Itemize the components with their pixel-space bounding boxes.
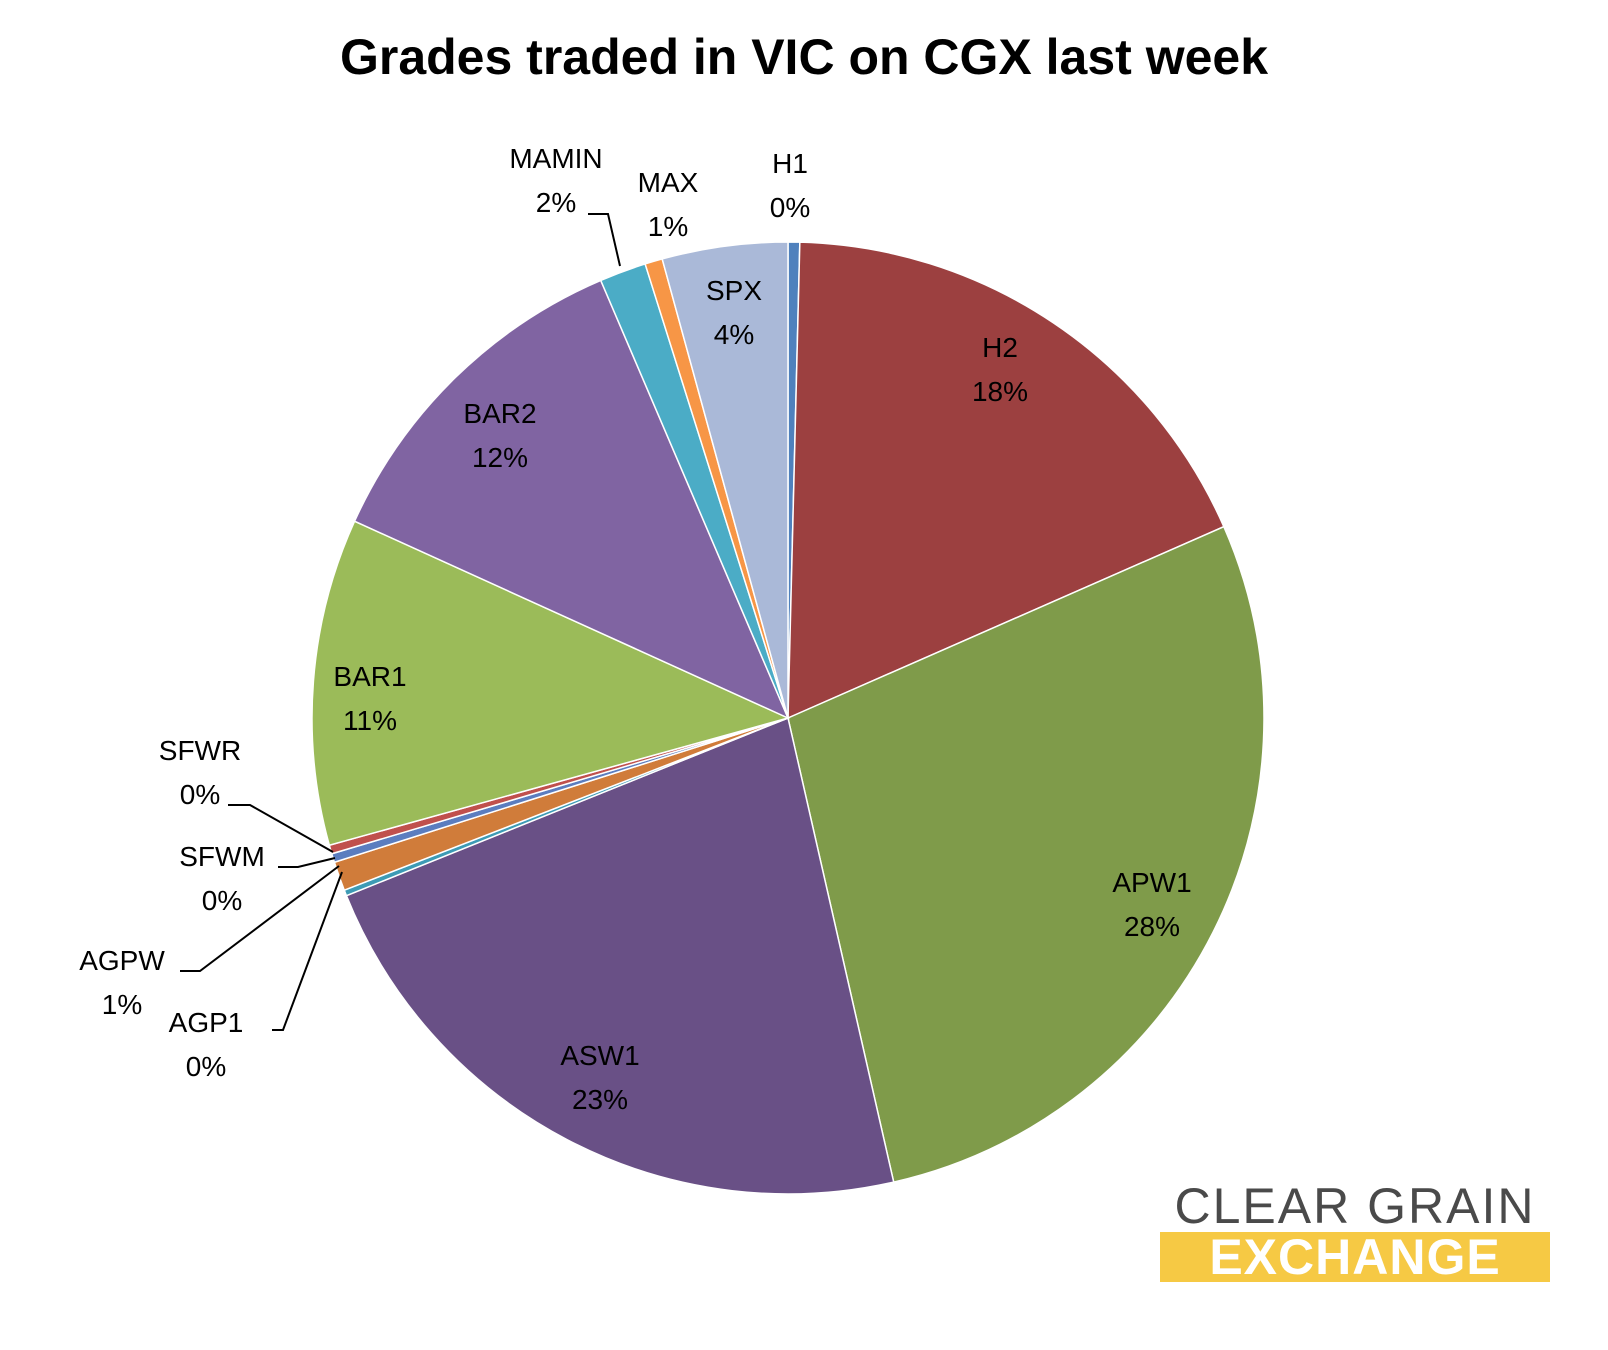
slice-label-agp1: AGP1 0% [169,1007,244,1082]
leader-line-agpw [180,865,340,972]
leader-lines [180,213,621,1031]
slice-label-bar2: BAR2 12% [463,398,536,473]
leader-line-sfwr [228,804,334,853]
clear-grain-exchange-logo: CLEAR GRAIN EXCHANGE [1160,1180,1550,1282]
pie-slice-apw1 [787,525,1265,1184]
pie-slice-bar1 [311,520,791,847]
logo-line-1: CLEAR GRAIN [1174,1178,1536,1234]
slice-label-max: MAX 1% [638,167,699,242]
slice-label-asw1: ASW1 23% [560,1040,639,1115]
leader-line-agp1 [272,871,343,1031]
slice-label-h2: H2 18% [972,332,1028,407]
pie-slice-bar2 [353,279,790,720]
chart-title: Grades traded in VIC on CGX last week [339,29,1269,85]
pie-slice-spx [661,241,789,719]
slice-label-apw1: APW1 28% [1112,867,1191,942]
slice-label-h1: H1 0% [770,148,810,223]
leader-line-mamin [588,213,621,267]
logo-line-2: EXCHANGE [1160,1232,1550,1282]
slice-label-bar1: BAR1 11% [333,661,406,736]
pie-slice-asw1 [345,716,895,1195]
slice-label-sfwr: SFWR 0% [159,735,241,810]
slice-label-agpw: AGPW 1% [79,945,165,1020]
slice-label-sfwm: SFWM 0% [179,841,265,916]
leader-line-sfwm [278,857,336,868]
pie-slices [311,241,1265,1195]
slice-label-mamin: MAMIN 2% [509,143,602,218]
pie-slice-h2 [787,241,1225,720]
slice-labels: H1 0% H2 18% APW1 28% ASW1 23% AGP1 0%AGPW 1%SFWM 0… [79,143,1191,1115]
slice-label-spx: SPX 4% [706,275,762,350]
